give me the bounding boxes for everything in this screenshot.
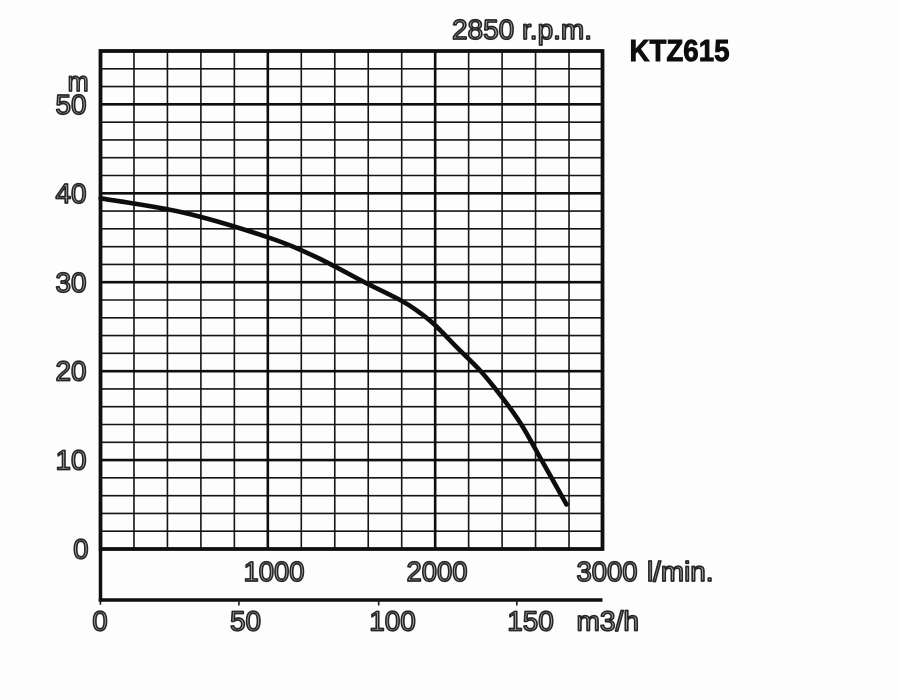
- svg-text:40: 40: [56, 178, 87, 209]
- svg-text:30: 30: [56, 267, 87, 298]
- svg-text:3000: 3000: [577, 556, 638, 587]
- svg-text:1000: 1000: [244, 556, 305, 587]
- svg-text:m: m: [68, 66, 89, 97]
- svg-text:2850 r.p.m.: 2850 r.p.m.: [452, 14, 592, 45]
- svg-text:KTZ615: KTZ615: [630, 33, 730, 68]
- svg-text:100: 100: [369, 606, 416, 637]
- svg-text:50: 50: [230, 606, 261, 637]
- svg-text:m3/h: m3/h: [577, 606, 640, 637]
- svg-text:0: 0: [73, 534, 88, 565]
- svg-text:10: 10: [56, 445, 87, 476]
- svg-text:0: 0: [92, 606, 107, 637]
- svg-text:20: 20: [56, 356, 87, 387]
- svg-text:50: 50: [56, 89, 87, 120]
- svg-text:150: 150: [507, 606, 554, 637]
- svg-text:2000: 2000: [407, 556, 468, 587]
- svg-text:l/min.: l/min.: [647, 556, 714, 587]
